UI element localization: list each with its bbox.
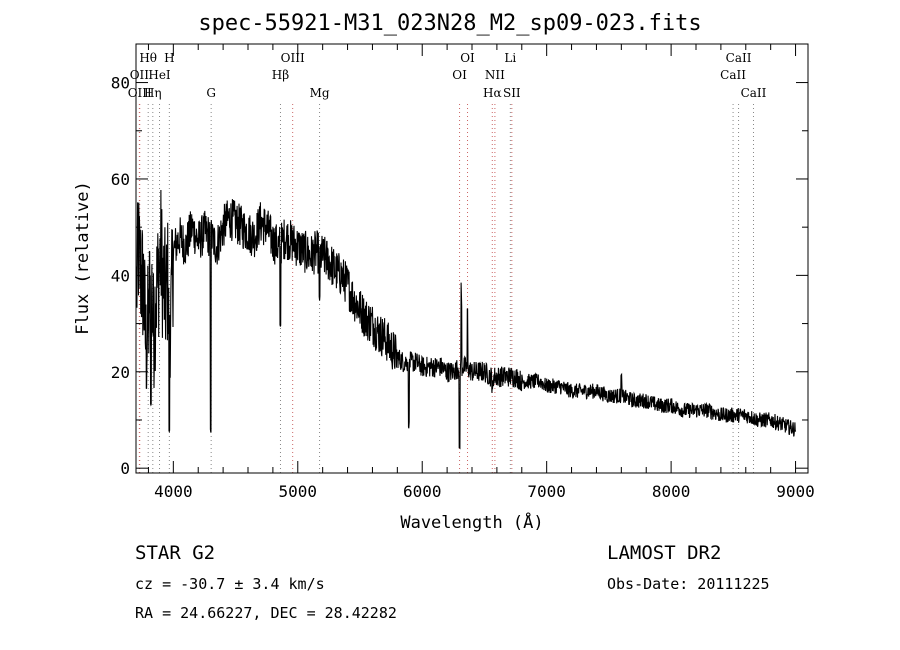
x-axis: 4000 5000 6000 7000 8000 9000	[147, 44, 815, 501]
object-class: STAR G2	[135, 542, 216, 564]
y-tick-label: 20	[111, 363, 130, 382]
line-marker-label: CaII	[726, 51, 752, 65]
line-marker-label: NII	[485, 68, 505, 82]
line-marker-label: Hα	[483, 86, 502, 100]
spectrum-line	[136, 189, 797, 450]
line-markers	[138, 104, 754, 473]
line-marker-label: CaII	[720, 68, 746, 82]
line-marker-label: Hθ	[139, 51, 157, 65]
y-tick-label: 80	[111, 74, 130, 93]
y-tick-label: 60	[111, 170, 130, 189]
line-marker-label: OII	[130, 68, 150, 82]
line-marker-label: Mg	[310, 86, 330, 100]
spectrum-series	[136, 189, 797, 450]
x-tick-label: 9000	[776, 482, 815, 501]
observation-date: Obs-Date: 20111225	[607, 575, 770, 593]
survey-name: LAMOST DR2	[607, 542, 722, 564]
chart-title: spec-55921-M31_023N28_M2_sp09-023.fits	[198, 11, 702, 36]
line-marker-label: SII	[503, 86, 521, 100]
line-marker-label: CaII	[741, 86, 767, 100]
line-marker-label: H	[164, 51, 174, 65]
line-marker-label: Li	[504, 51, 516, 65]
redshift-velocity: cz = -30.7 ± 3.4 km/s	[135, 575, 325, 593]
line-marker-label: OI	[460, 51, 475, 65]
coordinates: RA = 24.66227, DEC = 28.42282	[135, 604, 397, 622]
line-marker-label: G	[206, 86, 216, 100]
y-tick-label: 0	[120, 459, 130, 478]
line-marker-label: OIII	[128, 86, 152, 100]
x-tick-label: 7000	[527, 482, 566, 501]
line-marker-label: OIII	[281, 51, 305, 65]
line-marker-label: OI	[452, 68, 467, 82]
y-axis-label: Flux (relative)	[73, 181, 93, 335]
line-marker-label: Hβ	[272, 68, 289, 82]
x-axis-label: Wavelength (Å)	[400, 511, 543, 533]
x-tick-label: 6000	[403, 482, 442, 501]
x-tick-label: 8000	[652, 482, 691, 501]
x-tick-label: 4000	[154, 482, 193, 501]
y-axis: 0 20 40 60 80	[111, 74, 808, 478]
line-marker-label: Hη	[144, 86, 162, 100]
line-marker-label: HeI	[148, 68, 171, 82]
y-tick-label: 40	[111, 266, 130, 285]
x-tick-label: 5000	[279, 482, 318, 501]
